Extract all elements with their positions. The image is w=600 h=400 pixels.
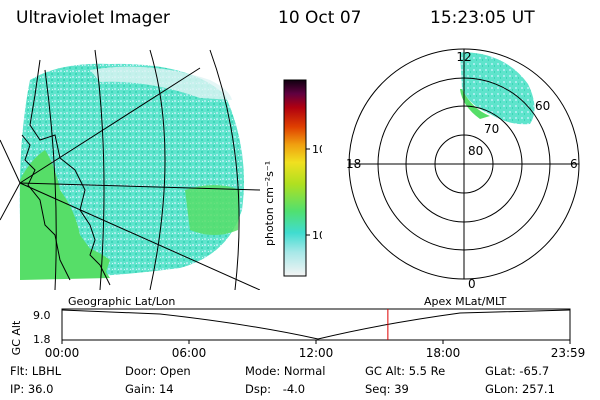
geographic-image	[0, 49, 260, 290]
timeline-ytick-top: 9.0	[33, 309, 51, 322]
status-door: Door: Open	[125, 364, 191, 378]
status-flt: Flt: LBHL	[10, 364, 62, 378]
status-glon: GLon: 257.1	[485, 382, 555, 396]
colorbar-unit-label: photon cm⁻²s⁻¹	[263, 161, 276, 246]
timeline-xtick-3: 18:00	[426, 346, 461, 360]
lat-label-60: 60	[535, 99, 550, 113]
colorbar-tick-100: 100	[312, 143, 322, 156]
status-mode: Mode: Normal	[245, 364, 326, 378]
mlt-label-12: 12	[456, 50, 471, 64]
timeline-ticks	[61, 340, 571, 344]
right-panel-caption: Apex MLat/MLT	[424, 295, 507, 308]
left-panel-caption: Geographic Lat/Lon	[68, 295, 176, 308]
polar-emission-region	[460, 52, 535, 125]
lat-lon-grid	[0, 49, 260, 290]
timeline-xtick-0: 00:00	[45, 346, 80, 360]
timeline-ylabel: GC Alt	[10, 320, 23, 355]
timeline-xtick-1: 06:00	[172, 346, 207, 360]
lat-label-70: 70	[484, 122, 499, 136]
header-date: 10 Oct 07	[278, 8, 362, 28]
status-gc-alt: GC Alt: 5.5 Re	[365, 364, 446, 378]
status-ip: IP: 36.0	[10, 382, 54, 396]
status-glat: GLat: -65.7	[485, 364, 550, 378]
colorbar: photon cm⁻²s⁻¹ 100 10	[263, 79, 322, 277]
polar-plot: 12 18 6 0 80 70 60	[346, 48, 580, 291]
header-time: 15:23:05 UT	[430, 8, 535, 28]
status-gain: Gain: 14	[125, 382, 174, 396]
lat-label-80: 80	[468, 144, 483, 158]
timeline-frame	[61, 308, 571, 341]
app-title: Ultraviolet Imager	[16, 8, 170, 28]
mlt-label-6: 6	[570, 157, 578, 171]
mlt-label-18: 18	[346, 157, 361, 171]
altitude-curve	[61, 309, 571, 340]
status-dsp: Dsp: -4.0	[245, 382, 306, 396]
colorbar-tick-10: 10	[312, 229, 322, 242]
mlt-label-0: 0	[468, 277, 476, 291]
timeline-ytick-bottom: 1.8	[33, 333, 51, 346]
timeline-xtick-2: 12:00	[299, 346, 334, 360]
altitude-timeline: GC Alt 9.0 1.8 00:00 06:00 12:00 18:00 2…	[10, 308, 586, 360]
coastline	[29, 59, 111, 286]
timeline-xtick-4: 23:59	[551, 346, 586, 360]
status-seq: Seq: 39	[365, 382, 409, 396]
